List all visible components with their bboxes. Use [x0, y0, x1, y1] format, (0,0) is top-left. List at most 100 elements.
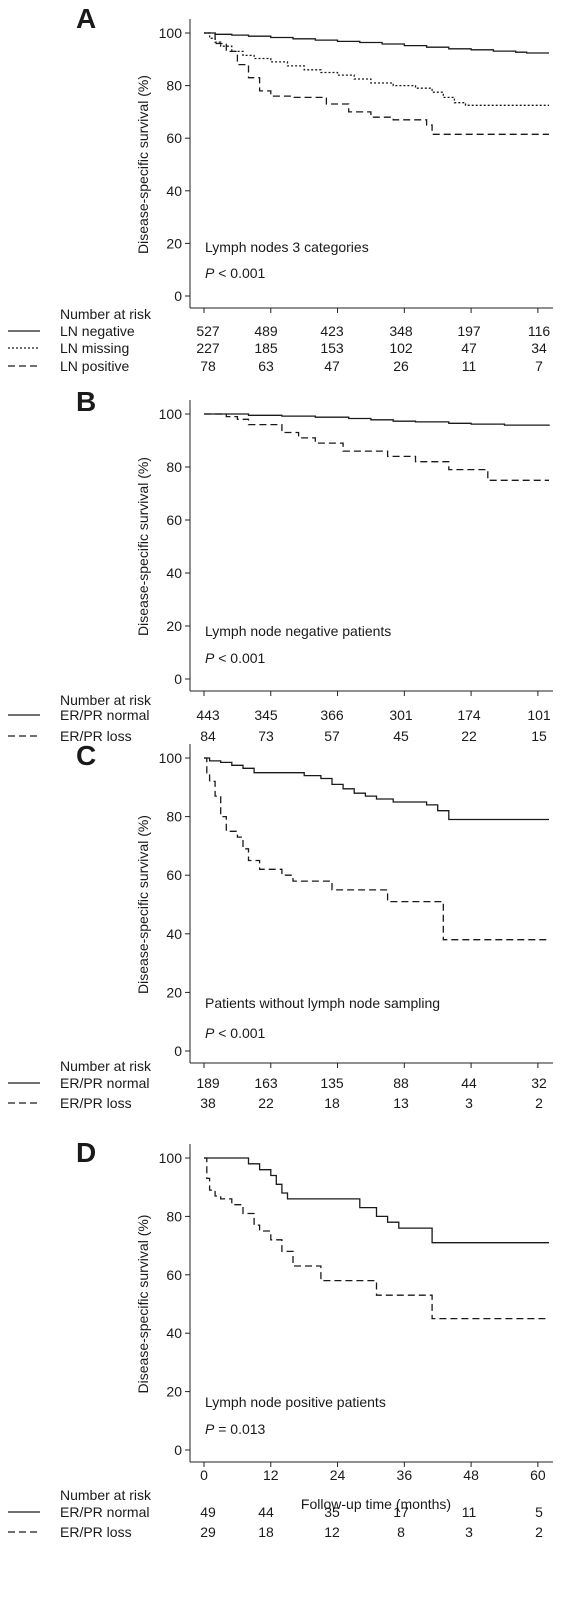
risk-value: 22 — [461, 728, 477, 744]
risk-value: 489 — [254, 323, 278, 339]
risk-value: 174 — [457, 707, 481, 723]
y-tick-label: 40 — [166, 926, 182, 942]
panel-annotation: Lymph nodes 3 categories — [205, 239, 369, 255]
risk-value: 12 — [324, 1524, 340, 1540]
risk-value: 47 — [461, 340, 477, 356]
survival-curve-er-pr-loss — [204, 1157, 549, 1320]
risk-row-label: LN missing — [60, 340, 129, 356]
risk-value: 2 — [535, 1524, 543, 1540]
y-tick-label: 100 — [159, 406, 183, 422]
p-value: P < 0.001 — [205, 1025, 266, 1041]
y-tick-label: 80 — [166, 1208, 182, 1224]
risk-value: 116 — [528, 323, 551, 339]
risk-value: 366 — [320, 707, 344, 723]
p-value: P < 0.001 — [205, 265, 266, 281]
panel-letter: D — [76, 1137, 96, 1168]
risk-value: 18 — [258, 1524, 274, 1540]
survival-curve-er-pr-normal — [204, 1157, 549, 1244]
risk-value: 18 — [324, 1095, 340, 1111]
x-tick-label: 24 — [330, 1467, 346, 1483]
risk-value: 2 — [535, 1095, 543, 1111]
x-tick-label: 12 — [263, 1467, 279, 1483]
survival-curve-er-pr-normal — [204, 757, 549, 821]
risk-table-header: Number at risk — [60, 1487, 152, 1503]
risk-value: 13 — [393, 1095, 409, 1111]
risk-row-label: ER/PR loss — [60, 728, 132, 744]
risk-value: 47 — [324, 358, 340, 374]
risk-value: 44 — [461, 1075, 477, 1091]
risk-value: 227 — [196, 340, 220, 356]
y-tick-label: 20 — [166, 235, 182, 251]
panel-c: C 0 20 40 60 80 100 Disease-specific survival (… — [8, 740, 553, 1111]
risk-value: 73 — [258, 728, 274, 744]
risk-value: 348 — [389, 323, 413, 339]
panel-annotation: Lymph node negative patients — [205, 623, 391, 639]
p-value-text: < 0.001 — [214, 265, 265, 281]
y-tick-label: 40 — [166, 1325, 182, 1341]
panel-a: A 0 20 40 60 80 100 Disease-specific survival (… — [8, 3, 553, 374]
p-value: P < 0.001 — [205, 650, 266, 666]
y-axis-label: Disease-specific survival (%) — [135, 457, 151, 636]
risk-value: 8 — [397, 1524, 405, 1540]
risk-value: 38 — [200, 1095, 216, 1111]
survival-curve-ln-negative — [204, 32, 549, 54]
risk-value: 17 — [393, 1504, 409, 1520]
panel-b: B 0 20 40 60 80 100 Disease-specific survival (… — [8, 386, 553, 744]
p-value-text: < 0.001 — [214, 1025, 265, 1041]
x-tick-label: 0 — [200, 1467, 208, 1483]
x-axis-label: Follow-up time (months) — [301, 1496, 451, 1512]
y-tick-label: 40 — [166, 565, 182, 581]
panel-letter: B — [76, 386, 96, 417]
risk-value: 345 — [254, 707, 278, 723]
risk-value: 15 — [531, 728, 547, 744]
risk-value: 527 — [196, 323, 220, 339]
risk-row-label: ER/PR loss — [60, 1095, 132, 1111]
y-tick-label: 80 — [166, 459, 182, 475]
y-axis-label: Disease-specific survival (%) — [135, 1215, 151, 1394]
y-tick-label: 80 — [166, 809, 182, 825]
y-axis-label: Disease-specific survival (%) — [135, 815, 151, 994]
y-axis-label: Disease-specific survival (%) — [135, 75, 151, 254]
y-tick-label: 20 — [166, 618, 182, 634]
risk-value: 32 — [531, 1075, 547, 1091]
risk-value: 49 — [200, 1504, 216, 1520]
y-tick-label: 60 — [166, 512, 182, 528]
y-tick-label: 20 — [166, 1384, 182, 1400]
risk-value: 22 — [258, 1095, 274, 1111]
risk-value: 78 — [200, 358, 216, 374]
risk-table-header: Number at risk — [60, 692, 152, 708]
risk-value: 135 — [320, 1075, 344, 1091]
survival-curve-er-pr-loss — [204, 413, 549, 481]
x-tick-label: 48 — [463, 1467, 479, 1483]
risk-value: 301 — [389, 707, 413, 723]
risk-value: 5 — [535, 1504, 543, 1520]
y-tick-label: 100 — [159, 750, 183, 766]
risk-value: 11 — [462, 1504, 477, 1520]
risk-value: 163 — [254, 1075, 278, 1091]
panel-letter: A — [76, 3, 96, 34]
risk-value: 11 — [462, 358, 477, 374]
risk-value: 57 — [324, 728, 340, 744]
risk-row-label: ER/PR normal — [60, 707, 149, 723]
p-value-text: < 0.001 — [214, 650, 265, 666]
y-tick-label: 100 — [159, 1150, 183, 1166]
risk-value: 197 — [457, 323, 481, 339]
p-value-text: = 0.013 — [214, 1421, 265, 1437]
risk-value: 44 — [258, 1504, 274, 1520]
risk-value: 26 — [393, 358, 409, 374]
risk-value: 423 — [320, 323, 344, 339]
risk-value: 189 — [196, 1075, 220, 1091]
y-tick-label: 20 — [166, 984, 182, 1000]
y-tick-label: 100 — [159, 25, 183, 41]
y-tick-label: 60 — [166, 1267, 182, 1283]
y-tick-label: 60 — [166, 867, 182, 883]
risk-value: 153 — [320, 340, 344, 356]
p-value-symbol: P — [205, 1421, 215, 1437]
risk-value: 7 — [535, 358, 543, 374]
risk-value: 63 — [258, 358, 274, 374]
y-tick-label: 0 — [174, 288, 182, 304]
y-tick-label: 60 — [166, 130, 182, 146]
p-value-symbol: P — [205, 1025, 215, 1041]
risk-row-label: LN positive — [60, 358, 129, 374]
